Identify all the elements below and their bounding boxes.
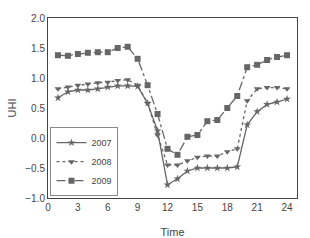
svg-text:0.0: 0.0 <box>31 133 45 144</box>
svg-text:2009: 2009 <box>91 176 111 186</box>
svg-text:UHI: UHI <box>6 99 18 118</box>
svg-text:2.0: 2.0 <box>31 13 45 24</box>
svg-text:9: 9 <box>135 202 141 213</box>
svg-text:15: 15 <box>192 202 204 213</box>
svg-text:1.5: 1.5 <box>31 43 45 54</box>
svg-text:18: 18 <box>222 202 234 213</box>
svg-text:0: 0 <box>45 202 51 213</box>
svg-text:6: 6 <box>105 202 111 213</box>
svg-text:1.0: 1.0 <box>31 73 45 84</box>
svg-text:12: 12 <box>162 202 174 213</box>
svg-text:−1.0: −1.0 <box>25 193 45 204</box>
svg-text:21: 21 <box>252 202 264 213</box>
svg-text:0.5: 0.5 <box>31 103 45 114</box>
svg-text:2008: 2008 <box>91 157 111 167</box>
svg-text:−0.5: −0.5 <box>25 163 45 174</box>
svg-text:24: 24 <box>281 202 293 213</box>
svg-text:2007: 2007 <box>91 138 111 148</box>
svg-text:3: 3 <box>75 202 81 213</box>
svg-text:Time: Time <box>160 226 184 238</box>
